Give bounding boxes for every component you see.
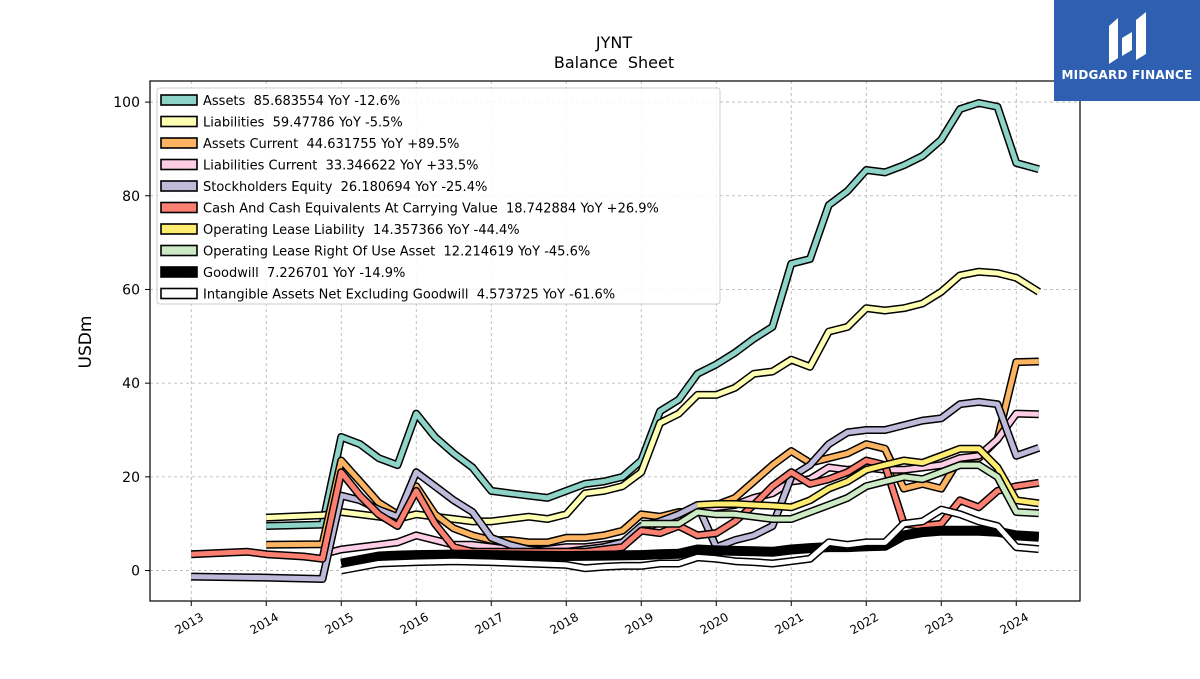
legend-item: Intangible Assets Net Excluding Goodwill…: [160, 287, 615, 303]
series-operating-lease-right-of-use-asset: [641, 461, 1040, 528]
series-goodwill: [340, 525, 1040, 569]
y-tick-label: 80: [122, 189, 140, 205]
plot-frame: [149, 80, 1081, 602]
series-line: [340, 527, 1040, 567]
chart-title: JYNT: [595, 33, 632, 52]
legend-swatch: [160, 94, 198, 106]
series-operating-lease-liability: [697, 444, 1040, 512]
series-intangible-assets-net-excluding-goodwill: [340, 505, 1040, 575]
legend-item: Goodwill 7.226701 YoY -14.9%: [160, 266, 405, 281]
brand-name: MIDGARD FINANCE: [1061, 68, 1193, 82]
legend-swatch: [160, 223, 198, 235]
legend: Assets 85.683554 YoY -12.6% Liabilities 5…: [156, 87, 721, 305]
legend-label: Assets 85.683554 YoY -12.6%: [203, 94, 400, 109]
legend-label: Operating Lease Right Of Use Asset 12.21…: [203, 245, 590, 260]
legend-swatch: [160, 115, 198, 128]
series-lines: [191, 99, 1041, 583]
legend-item: Assets Current 44.631755 YoY +89.5%: [160, 137, 459, 152]
x-tick-label: 2018: [548, 610, 581, 637]
series-liabilities: [266, 267, 1041, 526]
y-axis-label: USDm: [76, 316, 96, 369]
legend-item: Assets 85.683554 YoY -12.6%: [160, 94, 400, 109]
x-tick-label: 2021: [773, 610, 806, 637]
legend-label: Operating Lease Liability 14.357366 YoY …: [203, 223, 520, 238]
brand-logo: MIDGARD FINANCE: [1054, 0, 1200, 101]
legend-label: Cash And Cash Equivalents At Carrying Va…: [203, 202, 659, 217]
legend-item: Liabilities Current 33.346622 YoY +33.5%: [160, 158, 478, 174]
series-line: [641, 462, 1039, 527]
legend-swatch: [160, 201, 198, 214]
legend-box: [156, 87, 721, 305]
legend-label: Intangible Assets Net Excluding Goodwill…: [203, 288, 615, 303]
legend-label: Liabilities 59.47786 YoY -5.5%: [203, 116, 403, 131]
legend-item: Operating Lease Liability 14.357366 YoY …: [160, 223, 520, 238]
series-line: [340, 507, 1040, 573]
legend-label: Goodwill 7.226701 YoY -14.9%: [203, 266, 405, 281]
series-line: [266, 269, 1041, 524]
legend-item: Cash And Cash Equivalents At Carrying Va…: [160, 201, 659, 217]
legend-swatch: [160, 287, 198, 300]
legend-swatch: [160, 158, 198, 171]
x-tick-label: 2019: [623, 610, 656, 637]
x-tick-label: 2022: [848, 610, 881, 637]
legend-item: Stockholders Equity 26.180694 YoY -25.4%: [160, 180, 487, 195]
y-tick-label: 60: [122, 282, 140, 298]
series-assets: [266, 99, 1040, 530]
midgard-logo-icon: [1109, 12, 1146, 64]
legend-item: Operating Lease Right Of Use Asset 12.21…: [160, 244, 590, 260]
legend-item: Liabilities 59.47786 YoY -5.5%: [160, 115, 403, 131]
legend-label: Stockholders Equity 26.180694 YoY -25.4%: [203, 180, 487, 195]
x-tick-label: 2016: [398, 610, 431, 637]
y-tick-label: 100: [113, 95, 140, 111]
x-tick-label: 2020: [698, 610, 731, 637]
legend-swatch: [160, 137, 198, 149]
y-tick-label: 0: [131, 564, 140, 580]
legend-swatch: [160, 266, 198, 278]
y-tick-label: 40: [122, 376, 140, 392]
chart-subtitle: Balance Sheet: [554, 53, 674, 72]
x-tick-label: 2017: [473, 610, 506, 637]
legend-swatch: [160, 180, 198, 192]
x-tick-label: 2013: [173, 610, 206, 637]
y-tick-label: 20: [122, 470, 140, 486]
legend-label: Liabilities Current 33.346622 YoY +33.5%: [203, 159, 478, 174]
x-tick-label: 2014: [248, 610, 281, 637]
x-tick-label: 2015: [323, 610, 356, 637]
x-tick-label: 2024: [998, 610, 1031, 637]
x-tick-label: 2023: [923, 610, 956, 637]
series-line: [697, 446, 1040, 510]
legend-swatch: [160, 244, 198, 257]
series-line: [266, 100, 1040, 529]
legend-label: Assets Current 44.631755 YoY +89.5%: [203, 137, 459, 152]
